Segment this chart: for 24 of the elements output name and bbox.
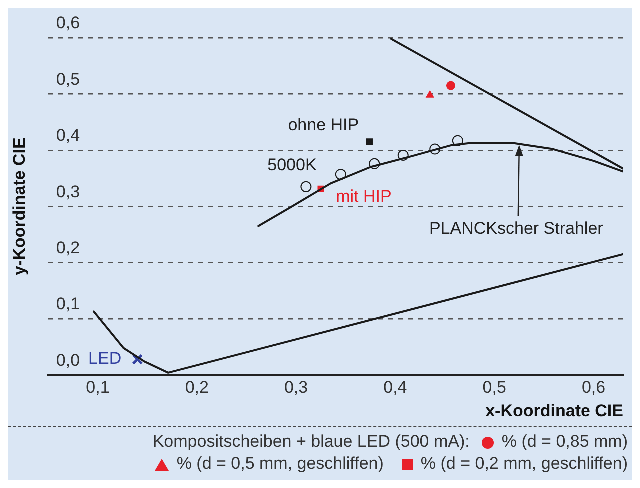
x-tick-label: 0,1 bbox=[86, 378, 110, 398]
x-tick-label: 0,6 bbox=[582, 378, 606, 398]
x-tick-label: 0,2 bbox=[185, 378, 209, 398]
legend-title: Kompositscheiben + blaue LED (500 mA): bbox=[152, 432, 470, 451]
x-tick-label: 0,4 bbox=[384, 378, 408, 398]
annotation: ohne HIP bbox=[288, 116, 360, 135]
x-tick-label: 0,3 bbox=[284, 378, 308, 398]
x-axis-title: x-Koordinate CIE bbox=[486, 401, 624, 420]
y-tick-label: 0,2 bbox=[56, 238, 80, 258]
annotation: mit HIP bbox=[336, 186, 392, 206]
y-tick-label: 0,0 bbox=[56, 350, 80, 370]
x-tick-label: 0,5 bbox=[482, 378, 506, 398]
y-tick-label: 0,4 bbox=[56, 126, 80, 146]
annotation: PLANCKscher Strahler bbox=[429, 218, 604, 238]
legend-label: % (d = 0,5 mm, geschliffen) bbox=[176, 454, 384, 473]
y-axis-title: y-Koordinate CIE bbox=[10, 138, 29, 276]
y-tick-label: 0,3 bbox=[56, 182, 80, 202]
legend-label: % (d = 0,2 mm, geschliffen) bbox=[420, 454, 628, 473]
annotation: 5000K bbox=[268, 156, 318, 175]
y-tick-label: 0,6 bbox=[56, 14, 80, 33]
legend-label: % (d = 0,85 mm) bbox=[502, 432, 628, 451]
y-tick-label: 0,1 bbox=[56, 294, 80, 314]
y-tick-label: 0,5 bbox=[56, 70, 80, 89]
annotation: LED bbox=[88, 349, 122, 368]
